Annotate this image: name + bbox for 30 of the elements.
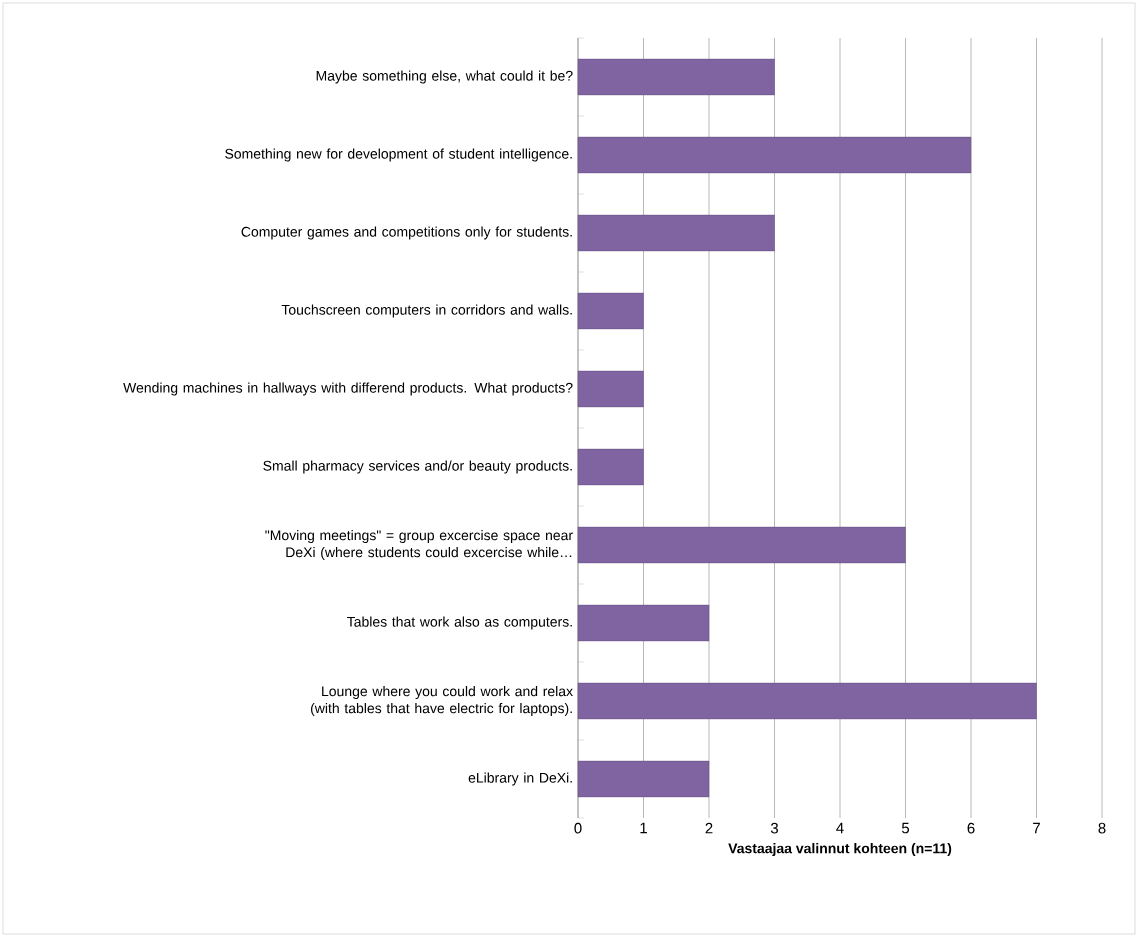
bar [577,448,644,486]
x-tick-label: 4 [836,822,844,834]
y-tick-label: "Moving meetings" = group excercise space near DeXi (where students could excercise while… [265,529,573,561]
bar [577,526,906,564]
bar [577,58,775,96]
bar [577,370,644,408]
x-tick-label: 6 [967,822,975,834]
x-tick-label: 7 [1033,822,1040,834]
bar [577,760,710,798]
y-tick-label: Touchscreen computers in corridors and walls. [281,304,572,318]
x-tick-label: 8 [1098,822,1106,834]
y-tick-label: Small pharmacy services and/or beauty products. [263,460,572,474]
bar [577,214,775,252]
y-tick-label: Wending machines in hallways with differend products. What products? [123,382,573,396]
y-tick-label: eLibrary in DeXi. [468,772,572,786]
x-tick-label: 2 [705,822,713,834]
y-tick-label: Something new for development of student intelligence. [225,148,572,162]
x-tick-label: 5 [901,822,910,834]
y-tick-label: Computer games and competitions only for students. [241,226,572,240]
y-tick-label: Tables that work also as computers. [347,616,572,630]
x-tick-label: 0 [574,822,582,834]
y-tick-label: Lounge where you could work and relax (with tables that have electric for laptops). [311,685,573,717]
bar [577,682,1037,720]
y-tick-label: Maybe something else, what could it be? [316,70,573,84]
x-axis-title: Vastaajaa valinnut kohteen (n=11) [728,843,952,857]
bar [577,292,644,330]
x-tick-label: 1 [640,822,647,834]
bar [577,136,972,174]
bar [577,604,710,642]
x-tick-label: 3 [770,822,779,834]
